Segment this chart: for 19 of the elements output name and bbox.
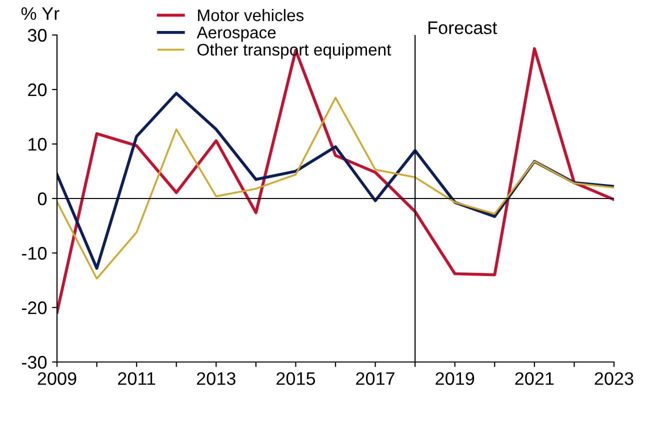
x-tick-label: 2019 xyxy=(436,372,474,385)
x-tick-label: 2009 xyxy=(38,372,76,385)
x-tick-label: 2021 xyxy=(515,372,554,385)
legend-label: Aerospace xyxy=(196,26,276,42)
y-tick-label: -30 xyxy=(22,356,47,369)
y-tick-label: 10 xyxy=(28,138,47,151)
legend-label: Motor vehicles xyxy=(198,8,304,22)
y-tick-label: 30 xyxy=(28,28,47,42)
x-tick-label: 2015 xyxy=(276,372,316,385)
y-tick-label: 0 xyxy=(38,192,47,206)
y-tick-label: -20 xyxy=(22,301,47,314)
x-tick-label: 2017 xyxy=(356,372,394,385)
ref-line-label: Forecast xyxy=(428,22,498,34)
x-tick-label: 2023 xyxy=(594,372,634,385)
x-tick-label: 2013 xyxy=(196,372,236,385)
y-axis-title: % Yr xyxy=(21,7,60,20)
x-tick-label: 2011 xyxy=(118,372,156,385)
y-tick-label: 20 xyxy=(28,83,47,96)
y-tick-label: -10 xyxy=(22,246,47,260)
